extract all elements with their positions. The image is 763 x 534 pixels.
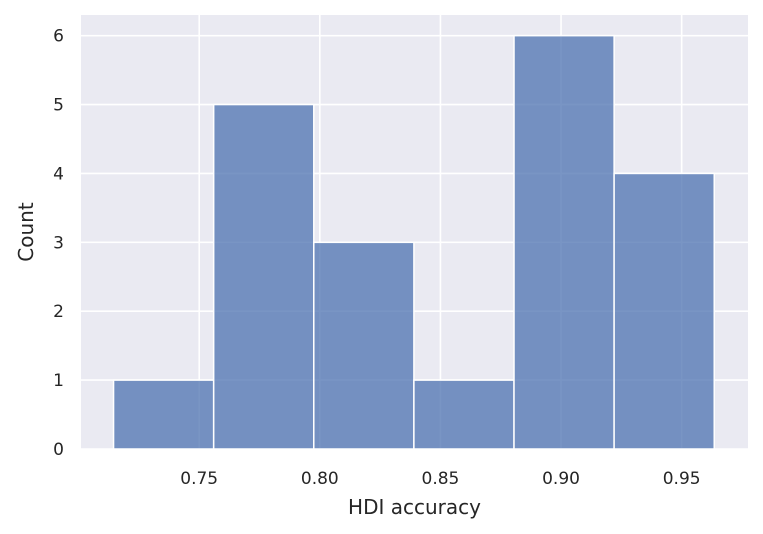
y-tick-label: 5 — [53, 96, 64, 116]
x-axis-label: HDI accuracy — [348, 495, 481, 519]
y-tick-label: 2 — [53, 302, 64, 322]
x-tick-label: 0.80 — [301, 469, 339, 489]
histogram-bar — [112, 379, 215, 450]
x-tick-label: 0.90 — [542, 469, 580, 489]
histogram-bar — [413, 379, 515, 450]
histogram-bar — [313, 241, 415, 450]
histogram-bar — [212, 103, 315, 450]
x-tick-label: 0.75 — [180, 469, 218, 489]
y-tick-label: 6 — [53, 27, 64, 47]
y-axis-label: Count — [14, 202, 38, 262]
y-tick-label: 0 — [53, 440, 64, 460]
y-tick-label: 4 — [53, 164, 64, 184]
x-tick-labels: 0.75 0.80 0.85 0.90 0.95 — [180, 469, 700, 489]
bars — [112, 34, 715, 450]
y-tick-labels: 0 1 2 3 4 5 6 — [53, 27, 64, 460]
x-tick-label: 0.95 — [663, 469, 701, 489]
x-tick-label: 0.85 — [422, 469, 460, 489]
y-tick-label: 3 — [53, 233, 64, 253]
histogram-bar — [613, 172, 715, 450]
histogram-bar — [513, 34, 615, 450]
y-tick-label: 1 — [53, 371, 64, 391]
